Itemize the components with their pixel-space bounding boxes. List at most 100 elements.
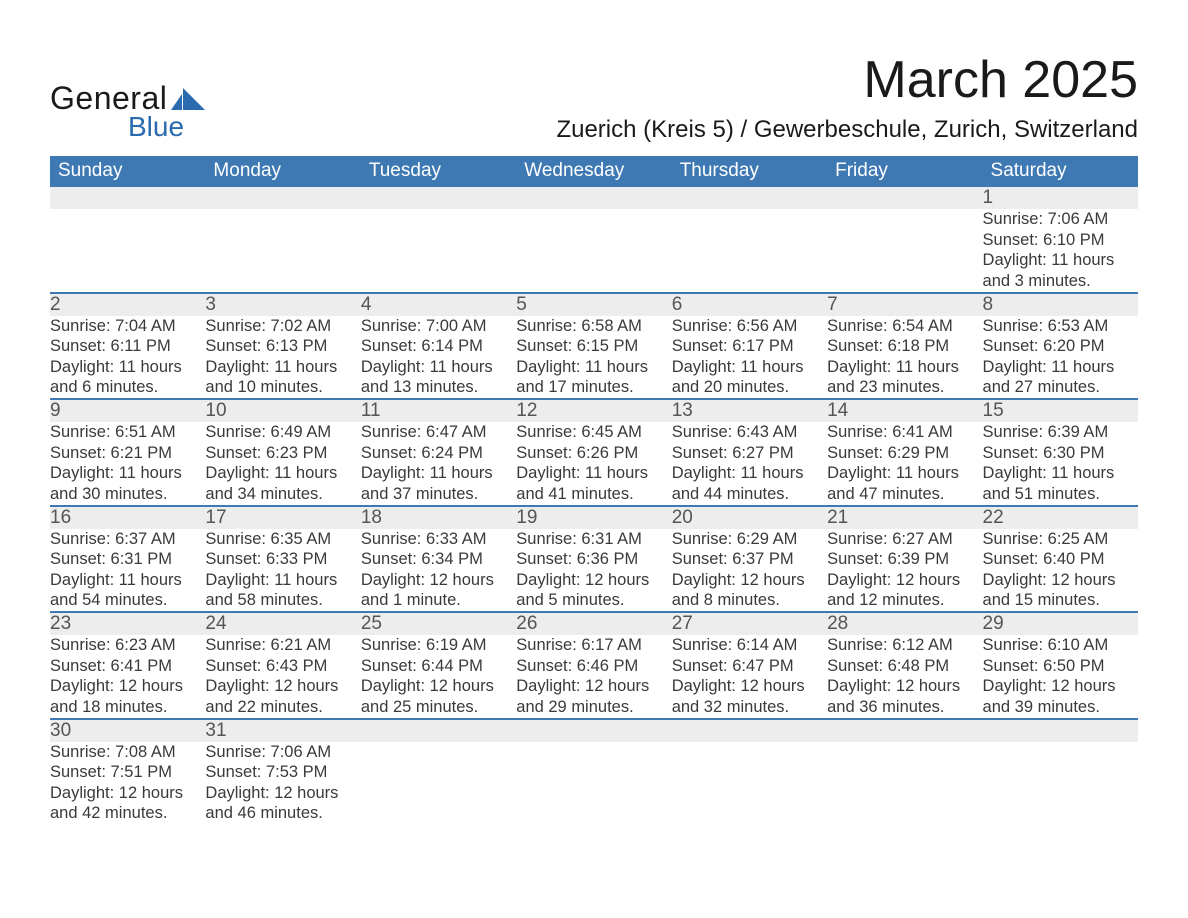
day-detail-line: Sunset: 6:40 PM xyxy=(983,549,1138,570)
day-detail-line: Sunrise: 6:14 AM xyxy=(672,635,827,656)
day-number-cell: 22 xyxy=(983,506,1138,529)
day-detail-line: Daylight: 11 hours xyxy=(516,463,671,484)
day-number-cell: 30 xyxy=(50,719,205,742)
day-detail-cell: Sunrise: 6:53 AMSunset: 6:20 PMDaylight:… xyxy=(983,316,1138,400)
day-number-cell: 13 xyxy=(672,399,827,422)
day-detail-cell: Sunrise: 6:12 AMSunset: 6:48 PMDaylight:… xyxy=(827,635,982,719)
day-detail-line: and 37 minutes. xyxy=(361,484,516,505)
day-detail-line: Sunrise: 7:06 AM xyxy=(983,209,1138,230)
day-number-cell: 14 xyxy=(827,399,982,422)
day-detail-line: Sunset: 6:30 PM xyxy=(983,443,1138,464)
day-detail-cell: Sunrise: 6:27 AMSunset: 6:39 PMDaylight:… xyxy=(827,529,982,613)
day-header-row: Sunday Monday Tuesday Wednesday Thursday… xyxy=(50,156,1138,187)
day-number-cell: 20 xyxy=(672,506,827,529)
logo: General Blue xyxy=(50,80,205,143)
day-detail-line: Daylight: 11 hours xyxy=(983,463,1138,484)
day-detail-line: Sunset: 6:47 PM xyxy=(672,656,827,677)
day-number-cell: 25 xyxy=(361,612,516,635)
day-detail-cell xyxy=(516,742,671,825)
day-number-cell xyxy=(672,719,827,742)
day-detail-line: Sunset: 6:34 PM xyxy=(361,549,516,570)
day-number-cell xyxy=(516,719,671,742)
logo-triangles-icon xyxy=(171,88,205,110)
day-detail-line: Sunset: 6:17 PM xyxy=(672,336,827,357)
day-detail-cell: Sunrise: 6:31 AMSunset: 6:36 PMDaylight:… xyxy=(516,529,671,613)
day-header: Monday xyxy=(205,156,360,187)
day-detail-line: Daylight: 12 hours xyxy=(50,676,205,697)
daynum-row: 1 xyxy=(50,187,1138,209)
day-detail-line: Daylight: 11 hours xyxy=(516,357,671,378)
day-detail-line: Sunset: 6:14 PM xyxy=(361,336,516,357)
day-detail-line: Sunset: 7:51 PM xyxy=(50,762,205,783)
day-number-cell: 12 xyxy=(516,399,671,422)
day-number-cell xyxy=(205,187,360,209)
day-detail-line: Sunset: 6:18 PM xyxy=(827,336,982,357)
day-detail-line: Sunrise: 6:17 AM xyxy=(516,635,671,656)
day-detail-line: Daylight: 11 hours xyxy=(672,357,827,378)
day-detail-cell: Sunrise: 6:51 AMSunset: 6:21 PMDaylight:… xyxy=(50,422,205,506)
day-number-cell xyxy=(827,187,982,209)
day-detail-line: Sunrise: 6:23 AM xyxy=(50,635,205,656)
day-header: Friday xyxy=(827,156,982,187)
day-detail-line: Sunset: 6:39 PM xyxy=(827,549,982,570)
day-detail-line: and 58 minutes. xyxy=(205,590,360,611)
day-detail-cell xyxy=(672,209,827,293)
day-detail-line: Daylight: 11 hours xyxy=(827,357,982,378)
day-detail-line: Sunset: 6:21 PM xyxy=(50,443,205,464)
day-detail-line: Sunrise: 6:10 AM xyxy=(983,635,1138,656)
day-number-cell: 6 xyxy=(672,293,827,316)
day-detail-line: Sunset: 7:53 PM xyxy=(205,762,360,783)
day-detail-cell: Sunrise: 6:19 AMSunset: 6:44 PMDaylight:… xyxy=(361,635,516,719)
daynum-row: 16171819202122 xyxy=(50,506,1138,529)
day-detail-line: Daylight: 11 hours xyxy=(983,357,1138,378)
day-number-cell: 1 xyxy=(983,187,1138,209)
calendar-page: General Blue March 2025 Zuerich (Kreis 5… xyxy=(0,0,1188,854)
day-detail-line: Sunrise: 6:41 AM xyxy=(827,422,982,443)
day-detail-line: Sunrise: 6:21 AM xyxy=(205,635,360,656)
day-detail-line: and 10 minutes. xyxy=(205,377,360,398)
day-detail-line: Sunrise: 6:47 AM xyxy=(361,422,516,443)
day-detail-line: Sunrise: 6:19 AM xyxy=(361,635,516,656)
day-detail-line: and 6 minutes. xyxy=(50,377,205,398)
day-detail-line: and 17 minutes. xyxy=(516,377,671,398)
day-detail-cell: Sunrise: 6:25 AMSunset: 6:40 PMDaylight:… xyxy=(983,529,1138,613)
day-detail-cell: Sunrise: 6:29 AMSunset: 6:37 PMDaylight:… xyxy=(672,529,827,613)
day-detail-line: Sunset: 6:11 PM xyxy=(50,336,205,357)
day-number-cell: 29 xyxy=(983,612,1138,635)
day-detail-line: Daylight: 12 hours xyxy=(205,783,360,804)
day-number-cell: 24 xyxy=(205,612,360,635)
day-detail-line: Sunset: 6:15 PM xyxy=(516,336,671,357)
day-detail-line: Sunrise: 6:45 AM xyxy=(516,422,671,443)
day-detail-line: Sunset: 6:43 PM xyxy=(205,656,360,677)
day-detail-line: Daylight: 12 hours xyxy=(516,676,671,697)
day-detail-line: and 30 minutes. xyxy=(50,484,205,505)
day-detail-line: Sunset: 6:24 PM xyxy=(361,443,516,464)
daynum-row: 9101112131415 xyxy=(50,399,1138,422)
day-header: Sunday xyxy=(50,156,205,187)
day-detail-cell xyxy=(361,209,516,293)
day-detail-cell xyxy=(50,209,205,293)
header-row: General Blue March 2025 Zuerich (Kreis 5… xyxy=(50,50,1138,144)
day-detail-line: and 5 minutes. xyxy=(516,590,671,611)
day-detail-line: and 18 minutes. xyxy=(50,697,205,718)
day-detail-line: Sunrise: 6:53 AM xyxy=(983,316,1138,337)
day-detail-line: Sunset: 6:20 PM xyxy=(983,336,1138,357)
day-header: Saturday xyxy=(983,156,1138,187)
day-detail-line: Sunrise: 7:04 AM xyxy=(50,316,205,337)
location: Zuerich (Kreis 5) / Gewerbeschule, Zuric… xyxy=(556,116,1138,144)
day-number-cell xyxy=(672,187,827,209)
day-detail-line: Sunset: 6:26 PM xyxy=(516,443,671,464)
day-detail-line: Daylight: 11 hours xyxy=(50,463,205,484)
day-detail-cell: Sunrise: 6:21 AMSunset: 6:43 PMDaylight:… xyxy=(205,635,360,719)
day-number-cell: 31 xyxy=(205,719,360,742)
detail-row: Sunrise: 6:37 AMSunset: 6:31 PMDaylight:… xyxy=(50,529,1138,613)
day-detail-line: Sunrise: 6:56 AM xyxy=(672,316,827,337)
day-detail-line: and 44 minutes. xyxy=(672,484,827,505)
day-detail-cell: Sunrise: 6:37 AMSunset: 6:31 PMDaylight:… xyxy=(50,529,205,613)
day-detail-line: Daylight: 12 hours xyxy=(672,676,827,697)
day-detail-line: Sunrise: 6:49 AM xyxy=(205,422,360,443)
day-detail-line: Sunrise: 6:12 AM xyxy=(827,635,982,656)
day-detail-line: and 32 minutes. xyxy=(672,697,827,718)
day-detail-line: and 29 minutes. xyxy=(516,697,671,718)
day-detail-cell: Sunrise: 6:17 AMSunset: 6:46 PMDaylight:… xyxy=(516,635,671,719)
